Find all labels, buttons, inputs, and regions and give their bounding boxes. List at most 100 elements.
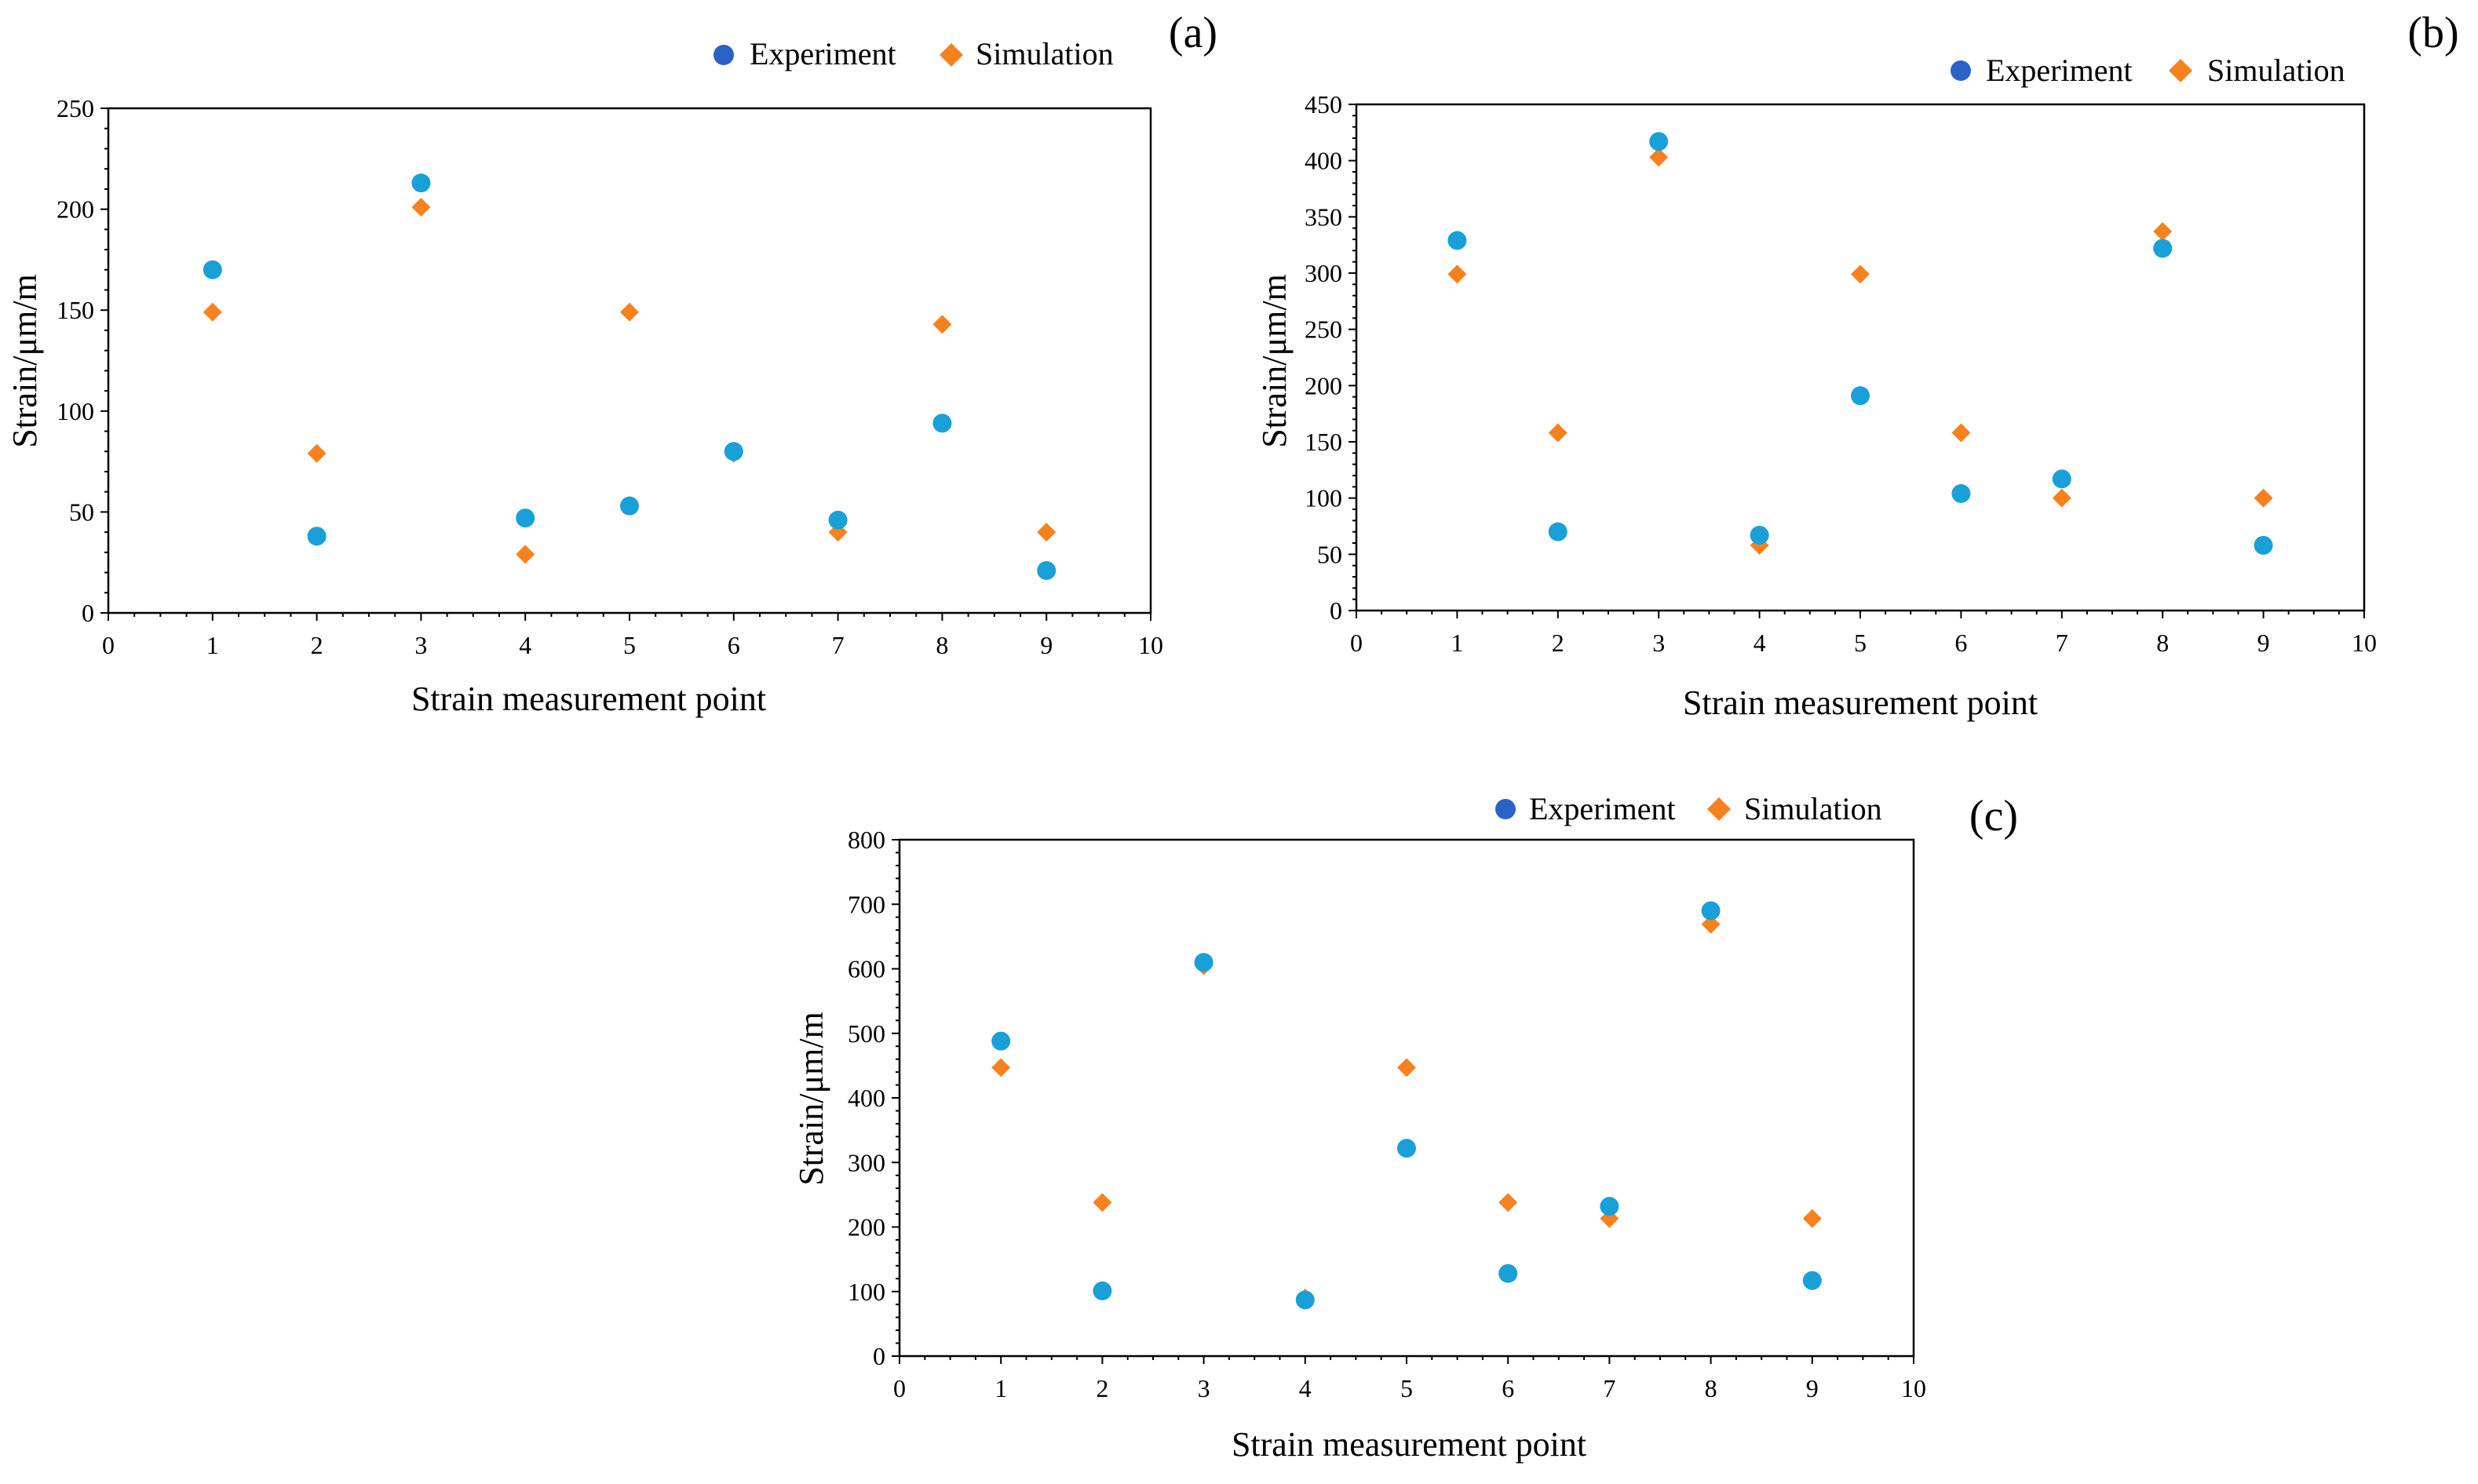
experiment-point — [1295, 1290, 1315, 1310]
experiment-point — [1600, 1197, 1619, 1216]
legend-simulation-label: Simulation — [2207, 53, 2345, 88]
experiment-point — [2153, 239, 2173, 258]
legend-simulation-label: Simulation — [976, 36, 1114, 71]
experiment-point — [1397, 1139, 1416, 1158]
y-tick-label: 250 — [1305, 315, 1342, 344]
legend-experiment-marker — [1951, 60, 1971, 81]
x-axis-title: Strain measurement point — [411, 680, 766, 718]
simulation-point — [2153, 221, 2173, 241]
x-tick-label: 8 — [1705, 1374, 1717, 1402]
x-tick-label: 8 — [936, 631, 948, 659]
simulation-point — [1498, 1193, 1518, 1212]
y-tick-label: 600 — [848, 955, 885, 983]
x-tick-label: 0 — [893, 1374, 906, 1402]
simulation-point — [307, 443, 327, 463]
x-tick-label: 0 — [1350, 629, 1363, 657]
legend-experiment-marker — [1495, 799, 1516, 819]
legend-simulation-marker — [1707, 797, 1731, 821]
simulation-point — [203, 302, 222, 322]
experiment-point — [2052, 469, 2071, 489]
y-tick-label: 200 — [1305, 371, 1342, 399]
y-axis-title: Strain/μm/m — [792, 1012, 830, 1186]
simulation-point — [2052, 488, 2071, 508]
chart-panel-a: 0 50 100 150 200 250 0 1 2 3 4 5 6 7 8 9 10 Strain measur… — [5, 9, 1217, 718]
simulation-point — [1802, 1209, 1822, 1228]
experiment-point — [1851, 386, 1870, 406]
y-tick-label: 100 — [57, 397, 94, 425]
x-tick-label: 6 — [1954, 629, 1967, 657]
y-tick-label: 300 — [1305, 259, 1342, 287]
experiment-point — [1951, 483, 1971, 503]
x-tick-label: 9 — [2257, 629, 2270, 657]
x-axis-title: Strain measurement point — [1683, 684, 2038, 722]
y-axis-title: Strain/μm/m — [5, 274, 44, 448]
x-tick-label: 10 — [1138, 631, 1163, 659]
simulation-point — [1037, 523, 1057, 542]
x-tick-label: 5 — [1400, 1374, 1413, 1402]
y-tick-label: 250 — [57, 94, 94, 122]
x-tick-label: 10 — [2352, 629, 2377, 657]
x-tick-label: 3 — [1652, 629, 1665, 657]
x-tick-label: 0 — [102, 631, 115, 659]
x-tick-label: 6 — [1502, 1374, 1514, 1402]
x-tick-label: 5 — [1854, 629, 1867, 657]
experiment-point — [1037, 560, 1057, 580]
y-tick-label: 100 — [1305, 484, 1342, 512]
x-tick-label: 9 — [1806, 1374, 1819, 1402]
experiment-point — [620, 496, 639, 516]
experiment-point — [1649, 132, 1669, 151]
experiment-point — [411, 173, 431, 193]
x-tick-label: 3 — [1198, 1374, 1210, 1402]
y-tick-label: 350 — [1305, 202, 1342, 231]
simulation-point — [1649, 148, 1669, 167]
legend-experiment-label: Experiment — [1529, 791, 1676, 826]
y-tick-label: 300 — [848, 1148, 885, 1176]
simulation-point — [620, 302, 639, 322]
y-tick-label: 500 — [848, 1019, 885, 1048]
simulation-point — [932, 315, 952, 334]
experiment-point — [516, 509, 535, 528]
x-tick-label: 1 — [994, 1374, 1007, 1402]
y-axis-title: Strain/μm/m — [1255, 274, 1294, 448]
simulation-point — [991, 1058, 1011, 1077]
y-tick-label: 0 — [1330, 596, 1342, 625]
x-tick-label: 10 — [1901, 1374, 1926, 1402]
y-tick-label: 0 — [82, 599, 94, 627]
x-tick-label: 3 — [414, 631, 427, 659]
x-tick-label: 2 — [311, 631, 323, 659]
y-tick-label: 800 — [848, 826, 885, 854]
x-tick-label: 9 — [1040, 631, 1053, 659]
experiment-point — [1093, 1281, 1112, 1300]
x-tick-label: 4 — [1754, 629, 1766, 657]
x-tick-label: 7 — [2056, 629, 2068, 657]
panel-label: (b) — [2407, 9, 2458, 57]
y-tick-label: 100 — [848, 1278, 885, 1306]
panel-label: (a) — [1169, 9, 1217, 57]
chart-panel-b: 0 50 100 150 200 250 300 350 400 450 0 1 2 3 4 5 6 7 8 9 10 S… — [1255, 9, 2459, 722]
y-tick-label: 150 — [57, 296, 94, 324]
experiment-point — [1447, 231, 1467, 250]
y-tick-label: 0 — [873, 1342, 885, 1370]
x-tick-label: 2 — [1096, 1374, 1108, 1402]
legend-simulation-marker — [940, 43, 963, 67]
legend-experiment-label: Experiment — [750, 36, 896, 71]
legend-simulation-marker — [2169, 59, 2192, 82]
y-tick-label: 50 — [69, 498, 94, 526]
x-tick-label: 7 — [832, 631, 845, 659]
simulation-point — [2254, 488, 2273, 508]
simulation-point — [411, 198, 431, 217]
simulation-point — [1447, 264, 1467, 284]
experiment-point — [1498, 1263, 1518, 1283]
legend-experiment-label: Experiment — [1986, 53, 2133, 88]
experiment-point — [2254, 535, 2273, 555]
y-tick-label: 150 — [1305, 428, 1342, 456]
x-tick-label: 4 — [519, 631, 531, 659]
experiment-point — [1548, 522, 1567, 541]
y-tick-label: 700 — [848, 890, 885, 918]
experiment-point — [307, 527, 327, 546]
legend-simulation-label: Simulation — [1744, 791, 1882, 826]
x-tick-label: 1 — [206, 631, 219, 659]
experiment-point — [1750, 525, 1769, 545]
